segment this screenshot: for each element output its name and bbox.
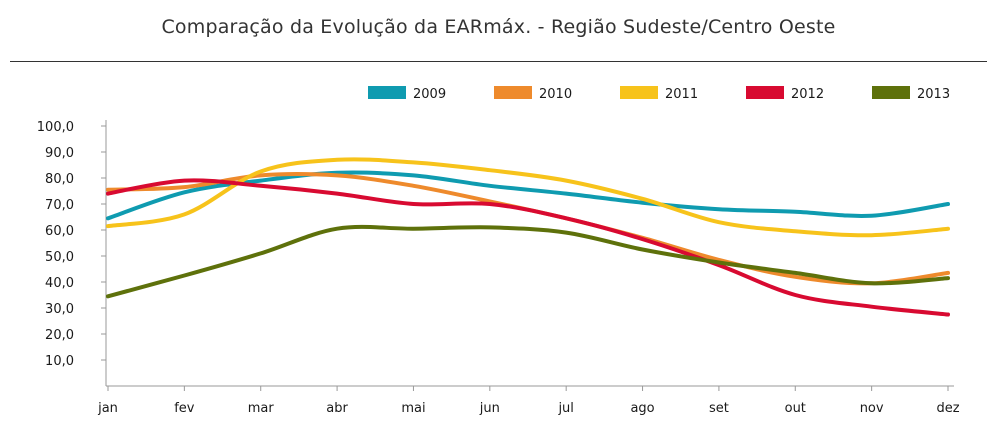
x-tick-label: ago bbox=[630, 401, 654, 416]
y-tick-label: 10,0 bbox=[45, 354, 74, 369]
x-tick-label: mai bbox=[401, 401, 425, 416]
y-tick-label: 60,0 bbox=[45, 224, 74, 239]
x-tick-label: jul bbox=[557, 401, 573, 416]
legend-swatch-2009 bbox=[368, 86, 406, 99]
series-line-2011 bbox=[106, 157, 950, 238]
y-tick-label: 50,0 bbox=[45, 250, 74, 265]
series-line-2012 bbox=[106, 178, 950, 317]
x-tick-label: out bbox=[785, 401, 806, 416]
x-tick-label: nov bbox=[860, 401, 884, 416]
y-tick-label: 90,0 bbox=[45, 146, 74, 161]
legend-label-2013: 2013 bbox=[917, 87, 950, 102]
legend-label-2009: 2009 bbox=[413, 87, 446, 102]
legend-label-2011: 2011 bbox=[665, 87, 698, 102]
y-tick-label: 70,0 bbox=[45, 198, 74, 213]
legend-swatch-2011 bbox=[620, 86, 658, 99]
chart-title: Comparação da Evolução da EARmáx. - Regi… bbox=[161, 16, 836, 38]
x-tick-label: abr bbox=[326, 401, 348, 416]
y-tick-label: 30,0 bbox=[45, 302, 74, 317]
legend-swatch-2012 bbox=[746, 86, 784, 99]
title-divider bbox=[10, 61, 987, 62]
series-line-2009 bbox=[106, 170, 950, 221]
x-tick-label: jan bbox=[97, 401, 118, 416]
x-tick-label: dez bbox=[936, 401, 959, 416]
y-tick-label: 20,0 bbox=[45, 328, 74, 343]
y-tick-label: 100,0 bbox=[37, 120, 74, 135]
legend-label-2012: 2012 bbox=[791, 87, 824, 102]
x-tick-label: set bbox=[709, 401, 729, 416]
legend-swatch-2010 bbox=[494, 86, 532, 99]
x-tick-label: mar bbox=[248, 401, 275, 416]
legend-label-2010: 2010 bbox=[539, 87, 572, 102]
x-tick-label: jun bbox=[479, 401, 500, 416]
legend-swatch-2013 bbox=[872, 86, 910, 99]
y-tick-label: 40,0 bbox=[45, 276, 74, 291]
series-line-2013 bbox=[106, 224, 950, 299]
y-tick-label: 80,0 bbox=[45, 172, 74, 187]
x-tick-label: fev bbox=[174, 401, 195, 416]
